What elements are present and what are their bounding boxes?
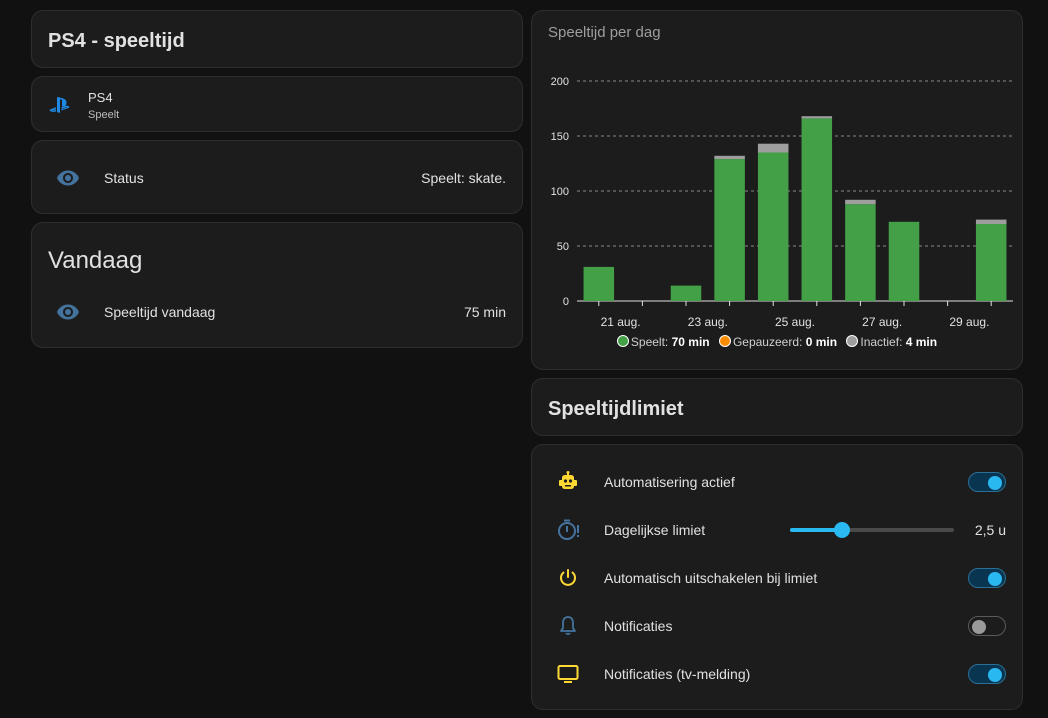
robot-icon[interactable] [556,470,580,494]
bar-inactief [801,116,833,119]
slider-fill [790,528,841,532]
legend-value: 0 min [805,335,838,349]
limit-title-card: Speeltijdlimiet [531,378,1023,436]
status-label: Status [104,170,144,186]
tv-notifications-label: Notificaties (tv-melding) [604,666,751,682]
today-label: Speeltijd vandaag [104,304,216,320]
daily-limit-label: Dagelijkse limiet [604,522,706,538]
status-card: Status Speelt: skate. [31,140,523,214]
y-tick-label: 200 [551,76,569,88]
device-state: Speelt [88,109,120,121]
toggle-knob [988,572,1002,586]
bar-speelt [670,285,702,301]
auto-off-label: Automatisch uitschakelen bij limiet [604,570,818,586]
x-tick-label: 25 aug. [775,315,815,329]
title-card: PS4 - speeltijd [31,10,523,68]
y-tick-label: 150 [551,131,569,143]
bar-inactief [975,219,1007,224]
power-icon[interactable] [556,566,580,590]
legend-swatch [718,335,731,347]
timer-alert-icon[interactable] [556,518,580,542]
daily-limit-row: Dagelijkse limiet 2,5 u [532,517,1022,543]
slider-thumb[interactable] [834,522,850,538]
legend-name: Gepauzeerd: [732,335,803,349]
tv-notifications-row[interactable]: Notificaties (tv-melding) [532,661,1022,687]
automation-label: Automatisering actief [604,474,735,490]
chart-legend: Speelt: 70 min Gepauzeerd: 0 min Inactie… [532,335,1022,349]
legend-swatch [616,335,629,347]
y-tick-label: 50 [557,241,569,253]
device-card[interactable]: PS4 Speelt [31,76,523,132]
y-tick-label: 0 [563,296,569,308]
legend-item-inactief[interactable]: Inactief: 4 min [846,335,937,349]
bar-speelt [888,221,920,301]
bar-inactief [714,155,745,160]
device-name: PS4 [88,90,113,105]
tv-notifications-toggle[interactable] [968,664,1006,684]
today-title: Vandaag [48,247,143,274]
x-tick-label: 23 aug. [688,315,728,329]
bar-speelt [975,224,1007,301]
today-value: 75 min [463,304,506,320]
bar-inactief [757,143,789,153]
legend-swatch [846,335,859,347]
notifications-label: Notificaties [604,618,673,634]
bar-inactief [845,199,876,205]
legend-value: 70 min [671,335,710,349]
automation-toggle[interactable] [968,472,1006,492]
controls-card: Automatisering actief Dagelijkse limiet … [531,444,1023,710]
toggle-knob [988,668,1002,682]
toggle-knob [972,620,986,634]
bar-speelt [757,152,789,301]
legend-item-gepauzeerd[interactable]: Gepauzeerd: 0 min [718,335,838,349]
legend-item-speelt[interactable]: Speelt: 70 min [616,335,710,349]
legend-name: Inactief: [860,335,903,349]
x-tick-label: 27 aug. [862,315,902,329]
bar-speelt [583,266,615,301]
daily-limit-slider[interactable] [790,522,954,538]
tv-icon[interactable] [556,662,580,686]
daily-limit-value: 2,5 u [974,522,1006,538]
legend-name: Speelt: [630,335,669,349]
automation-row[interactable]: Automatisering actief [532,469,1022,495]
bar-speelt [801,118,833,302]
x-tick-label: 21 aug. [601,315,641,329]
eye-icon[interactable] [56,300,80,324]
status-value: Speelt: skate. [421,170,506,186]
bar-speelt [845,204,876,301]
legend-value: 4 min [905,335,938,349]
chart-card: Speeltijd per dag 0 50 100 150 200 21 aug. 23 … [531,10,1023,370]
limit-title: Speeltijdlimiet [548,398,684,420]
page-title: PS4 - speeltijd [48,30,185,52]
y-tick-label: 100 [551,186,569,198]
bar-speelt [714,159,745,301]
notifications-toggle[interactable] [968,616,1006,636]
today-card: Vandaag Speeltijd vandaag 75 min [31,222,523,348]
chart-title: Speeltijd per dag [548,24,661,41]
toggle-knob [988,476,1002,490]
bell-icon[interactable] [556,614,580,638]
eye-icon[interactable] [56,166,80,190]
x-tick-label: 29 aug. [949,315,989,329]
playtime-bar-chart: 0 50 100 150 200 21 aug. 23 aug. 25 aug. 27 aug.… [551,76,1013,329]
auto-off-toggle[interactable] [968,568,1006,588]
playstation-icon [48,93,72,117]
auto-off-row[interactable]: Automatisch uitschakelen bij limiet [532,565,1022,591]
notifications-row[interactable]: Notificaties [532,613,1022,639]
